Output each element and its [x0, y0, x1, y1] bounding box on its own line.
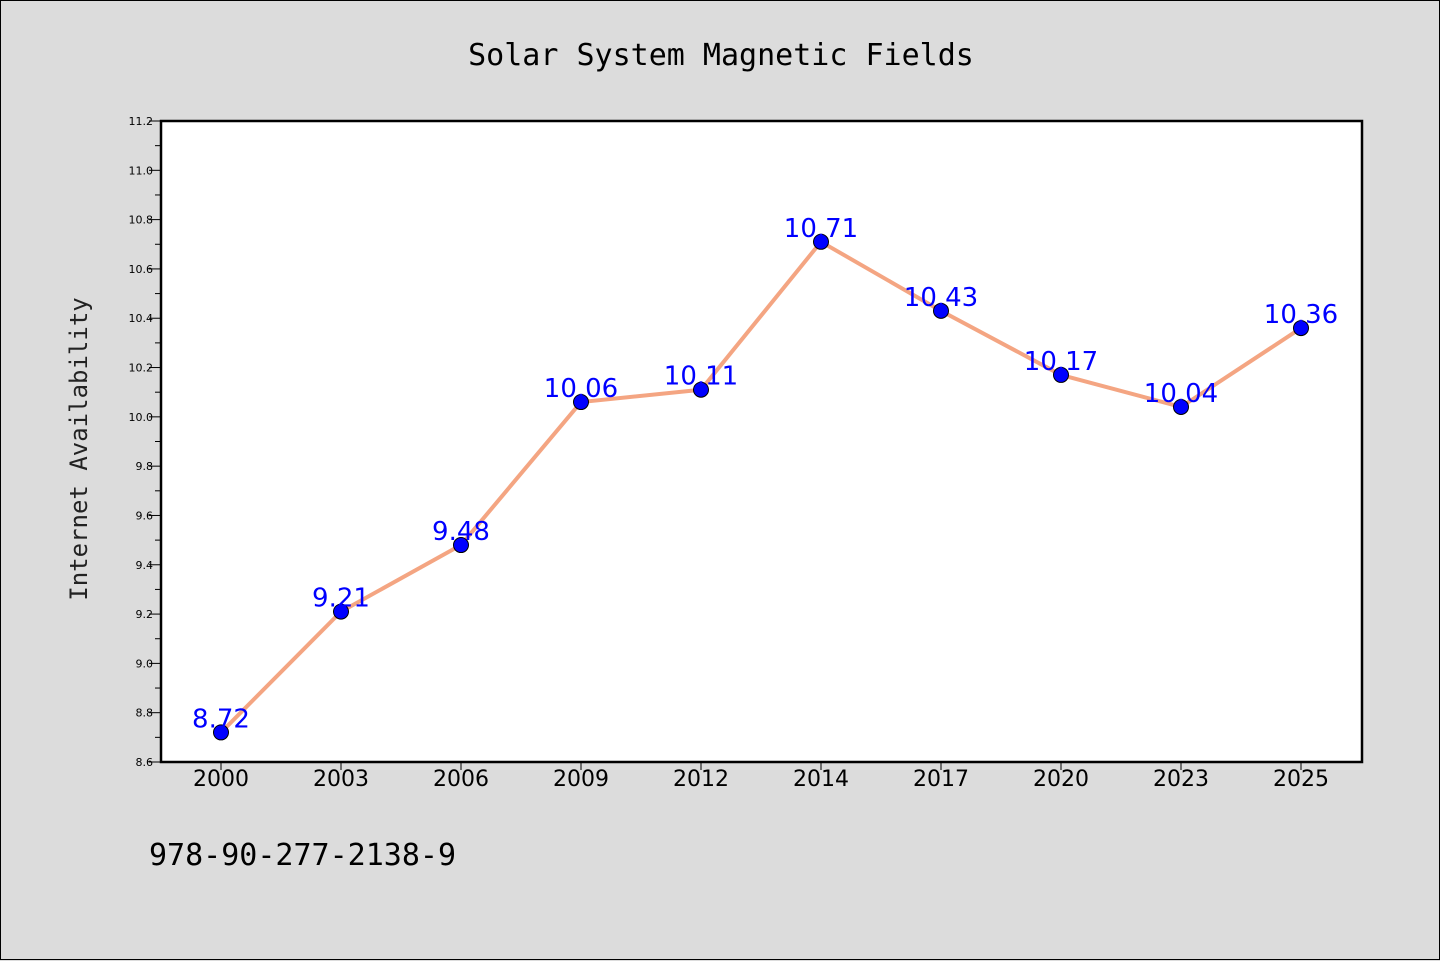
y-axis: 8.6 8.8 9.0 9.2 9.4 9.6 9.8 10.0 10.2 10.4 10.6 10.… — [129, 115, 161, 769]
y-tick-label: 10.6 — [129, 263, 154, 276]
series-layer: 8.72 9.21 9.48 10.06 10.11 10.71 10.43 10.17 10.… — [192, 214, 1338, 741]
x-tick-label: 2023 — [1153, 767, 1209, 792]
x-tick-label: 2003 — [313, 767, 369, 792]
isbn-text: 978-90-277-2138-9 — [149, 838, 456, 873]
x-tick-label: 2020 — [1033, 767, 1089, 792]
x-axis: 2000 2003 2006 2009 2012 2014 2017 2020 2023 2025 — [193, 762, 1329, 792]
data-point — [693, 381, 709, 398]
data-label: 9.21 — [312, 584, 370, 614]
data-point — [333, 603, 349, 620]
y-tick-label: 9.2 — [136, 608, 154, 621]
data-label: 10.71 — [784, 214, 858, 244]
y-tick-label: 11.2 — [129, 115, 154, 128]
y-tick-label: 9.0 — [136, 657, 154, 670]
y-tick-label: 9.8 — [136, 460, 154, 473]
data-point — [573, 394, 589, 411]
y-tick-label: 9.6 — [136, 509, 154, 522]
x-tick-label: 2012 — [673, 767, 729, 792]
data-point — [933, 302, 949, 319]
data-label: 10.43 — [904, 283, 978, 313]
data-point — [1293, 320, 1309, 337]
data-label: 10.36 — [1264, 300, 1338, 330]
data-label: 9.48 — [432, 517, 490, 547]
data-label: 10.11 — [664, 362, 738, 392]
data-point — [1053, 366, 1069, 383]
data-label: 10.17 — [1024, 347, 1098, 377]
y-tick-label: 10.2 — [129, 362, 154, 375]
data-label: 10.06 — [544, 374, 618, 404]
data-point — [453, 537, 469, 554]
y-tick-label: 9.4 — [136, 559, 154, 572]
series-line — [219, 239, 1303, 734]
y-tick-label: 10.0 — [129, 411, 154, 424]
y-tick-label: 10.4 — [129, 312, 154, 325]
y-tick-label: 8.8 — [136, 707, 154, 720]
x-tick-label: 2000 — [193, 767, 249, 792]
data-label: 8.72 — [192, 704, 250, 734]
data-label: 10.04 — [1144, 379, 1218, 409]
data-point — [213, 724, 229, 741]
data-point — [1173, 398, 1189, 415]
x-tick-label: 2014 — [793, 767, 849, 792]
y-axis-label: Internet Availability — [65, 297, 93, 600]
y-tick-label: 11.0 — [129, 164, 154, 177]
data-point — [813, 233, 829, 250]
y-tick-label: 8.6 — [136, 756, 154, 769]
x-tick-label: 2009 — [553, 767, 609, 792]
x-tick-label: 2006 — [433, 767, 489, 792]
y-tick-label: 10.8 — [129, 214, 154, 227]
plot-border — [159, 119, 1364, 764]
chart-title: Solar System Magnetic Fields — [468, 38, 974, 73]
x-tick-label: 2017 — [913, 767, 969, 792]
plot-area — [161, 121, 1362, 762]
x-tick-label: 2025 — [1273, 767, 1329, 792]
